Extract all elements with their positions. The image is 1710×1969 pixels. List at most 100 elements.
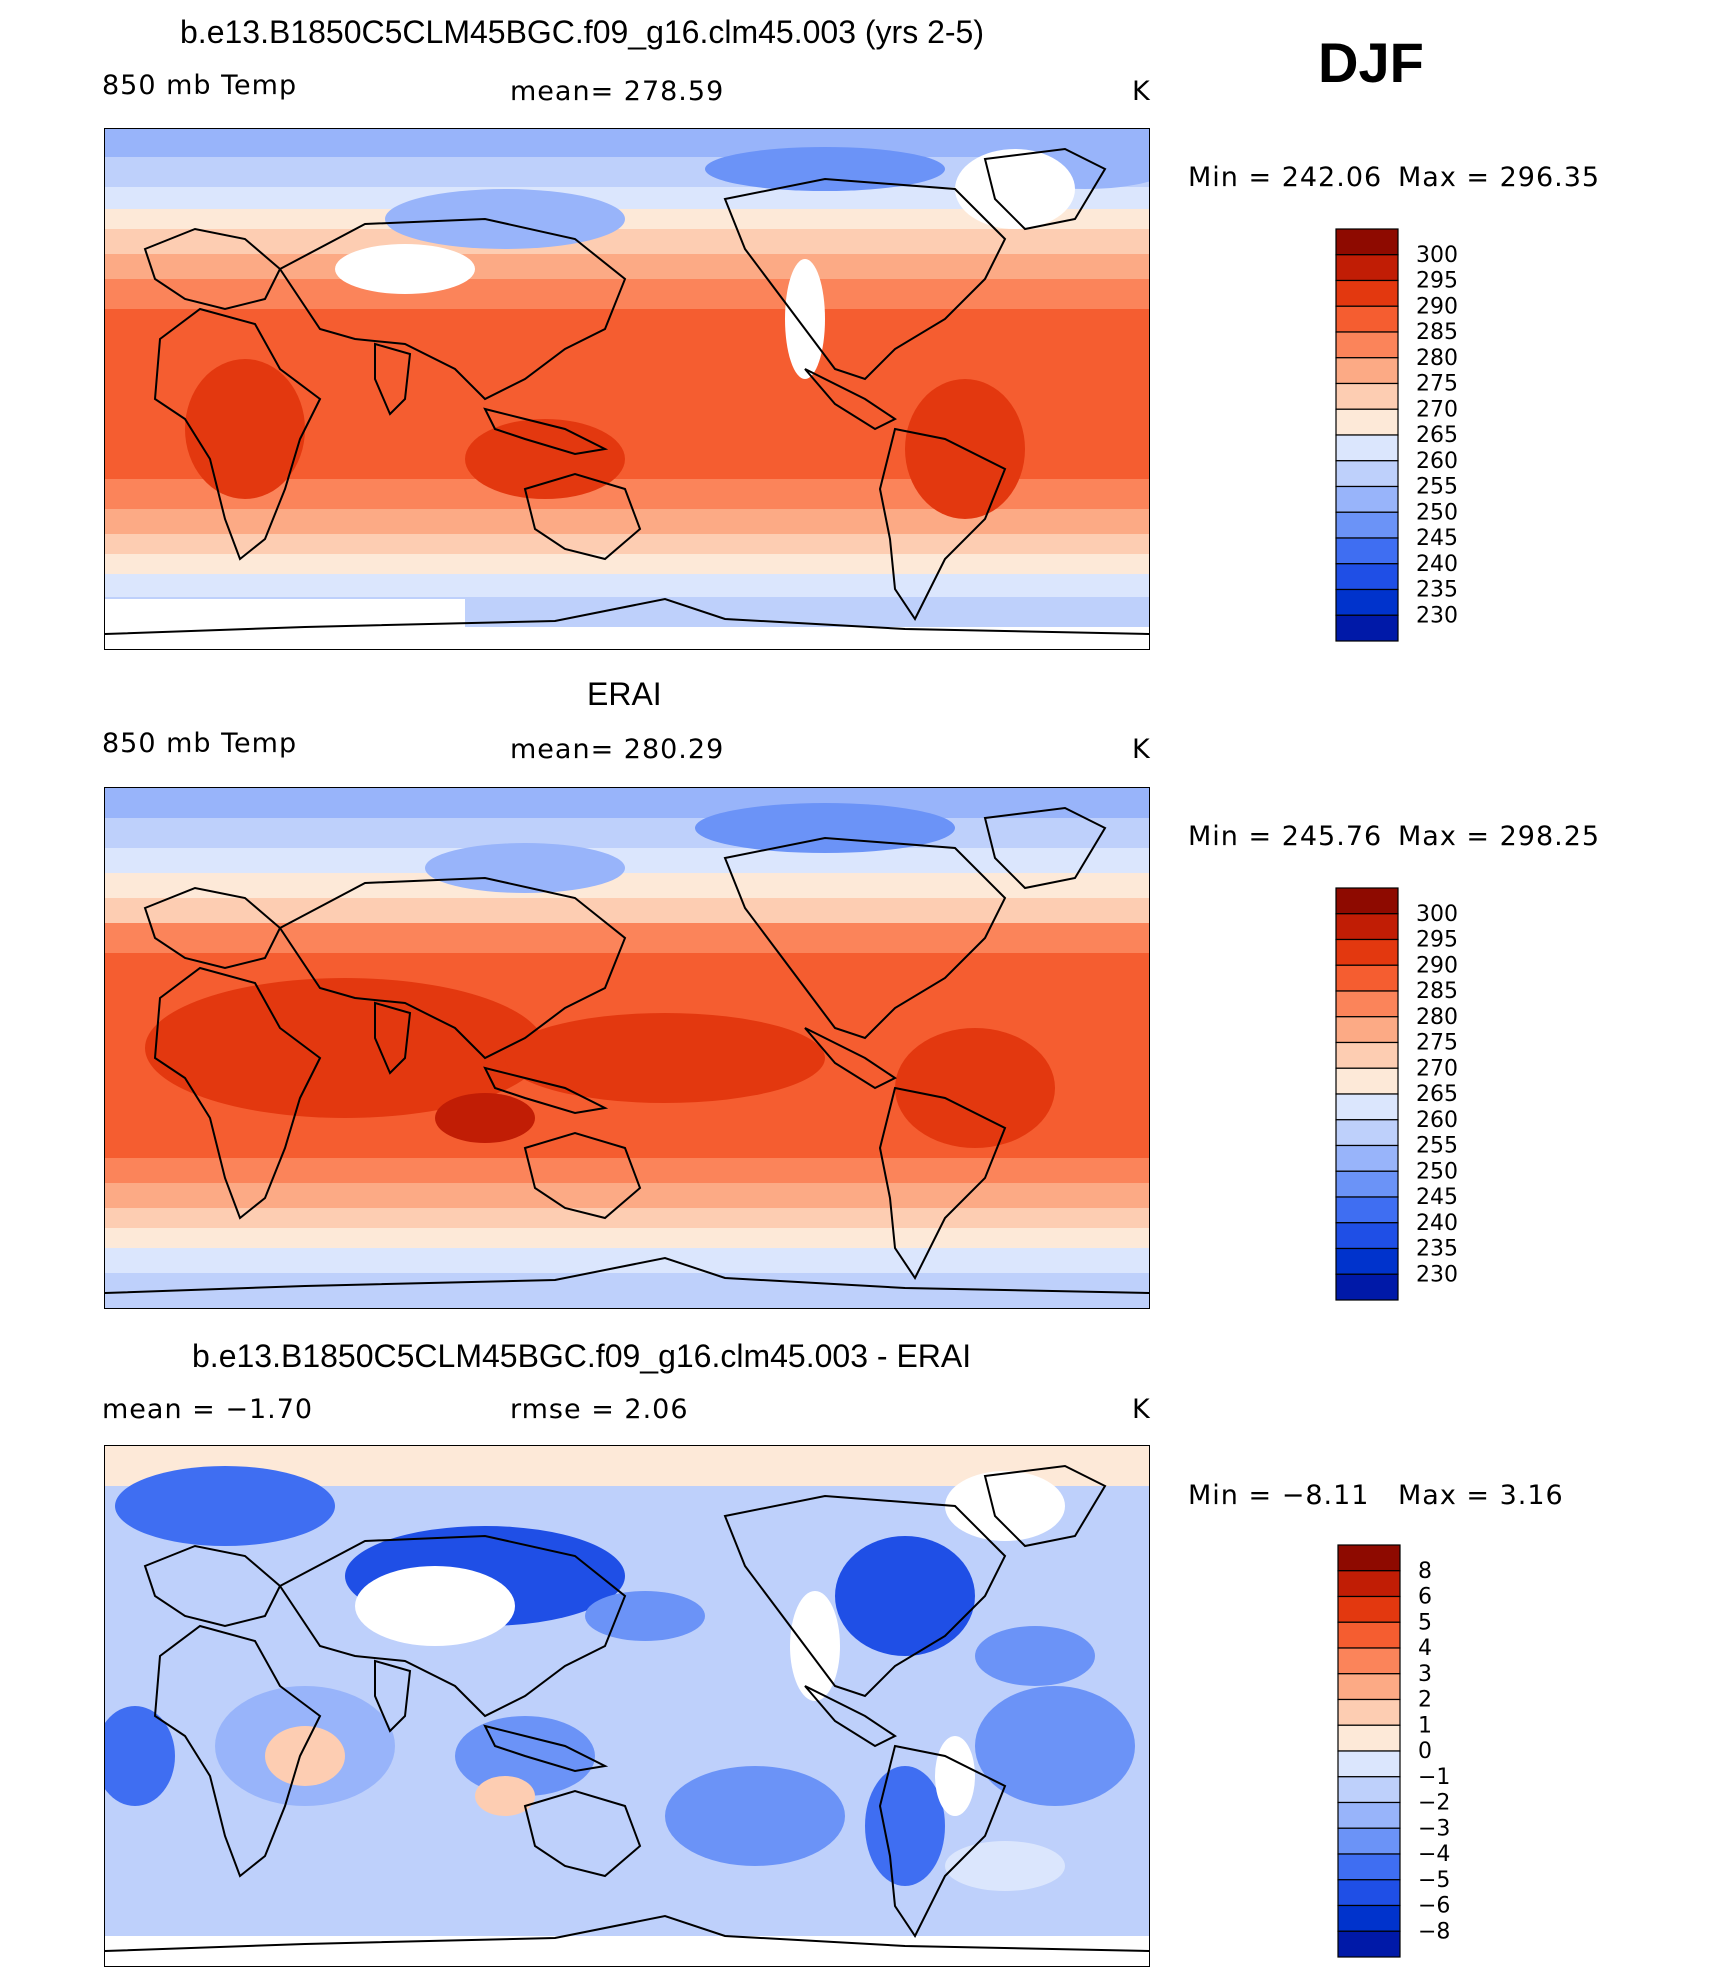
coastline [523,1789,642,1878]
colorbar-tick-label: 235 [1416,1237,1458,1262]
missing-data-region [790,1591,840,1701]
colorbar-tick-label: 240 [1416,552,1458,577]
colorbar-tick-label: 4 [1418,1636,1432,1661]
colorbar-tick-label: 290 [1416,953,1458,978]
contour-region [385,189,625,249]
coastline [153,966,322,1220]
colorbar-box [1337,1724,1401,1752]
colorbar-box [1335,588,1399,616]
colorbar-box [1335,913,1399,941]
colorbar-tick-label: 280 [1416,346,1458,371]
colorbar-box [1337,1776,1401,1804]
colorbar-tick-label: 250 [1416,1159,1458,1184]
colorbar-box [1337,1750,1401,1778]
coastline [483,407,609,456]
colorbar-tick-label: 280 [1416,1005,1458,1030]
contour-region [865,1766,945,1886]
coastline [105,1256,1149,1294]
contour-region [435,1093,535,1143]
contour-band [105,509,1149,534]
missing-data-region [935,1736,975,1816]
colorbar-tick-label: −3 [1418,1816,1450,1841]
colorbar-tick-label: 300 [1416,902,1458,927]
colorbar-tick-label: −4 [1418,1842,1450,1867]
coastline [804,1027,897,1090]
missing-data-region [335,244,475,294]
contour-region [895,1028,1055,1148]
obs-temperature-field [105,788,1149,1308]
colorbar-tick-label: 270 [1416,1056,1458,1081]
colorbar-box [1335,1119,1399,1147]
coastline [723,1494,1007,1698]
colorbar-box [1335,614,1399,642]
panel-obs-max: Max = 298.25 [1398,821,1601,852]
panel-obs-units: K [1132,734,1151,765]
contour-band [105,129,1149,157]
coastline [374,1001,412,1075]
contour-band [105,818,1149,848]
colorbar-tick-label: 250 [1416,500,1458,525]
coastline [983,147,1107,231]
contour-region [105,1706,175,1806]
panel-diff-title: b.e13.B1850C5CLM45BGC.f09_g16.clm45.003 … [192,1338,972,1374]
colorbar-box [1335,1016,1399,1044]
panel-obs-min: Min = 245.76 [1188,821,1383,852]
contour-region [705,147,945,191]
colorbar-box [1337,1801,1401,1829]
colorbar-tick-label: 5 [1418,1610,1432,1635]
contour-band [105,229,1149,254]
contour-region [145,978,545,1118]
panel-obs-title: ERAI [587,676,662,712]
panel-model-units: K [1132,76,1151,107]
contour-band [105,279,1149,309]
colorbar-box [1335,964,1399,992]
colorbar-tick-label: −5 [1418,1868,1450,1893]
colorbar-tick-label: 300 [1416,243,1458,268]
colorbar-box [1335,408,1399,436]
colorbar-tick-label: 260 [1416,449,1458,474]
colorbar-box [1337,1595,1401,1623]
missing-data-region [955,149,1075,229]
contour-band [105,923,1149,953]
contour-region [945,1841,1065,1891]
coastline [278,876,627,1060]
contour-region [505,1013,825,1103]
coastline [278,217,627,401]
colorbar-tick-label: 1 [1418,1713,1432,1738]
colorbar-box [1335,331,1399,359]
contour-band [105,554,1149,574]
contour-band [105,254,1149,279]
contour-region [265,1726,345,1786]
coastline [983,806,1107,890]
colorbar-box [1335,305,1399,333]
panel-diff-max: Max = 3.16 [1398,1480,1564,1511]
colorbar-box [1335,1093,1399,1121]
colorbar-tick-label: 265 [1416,1082,1458,1107]
coastline [374,1659,412,1733]
colorbar-box [1337,1904,1401,1932]
colorbar-tick-label: 255 [1416,475,1458,500]
colorbar-box [1337,1879,1401,1907]
coastline [878,427,1007,621]
coastline [483,1724,609,1773]
panel-model-min: Min = 242.06 [1188,162,1383,193]
colorbar-box [1337,1673,1401,1701]
season-label: DJF [1318,31,1424,94]
panel-model-map [104,128,1150,650]
colorbar-box [1335,460,1399,488]
panel-model-mean: mean= 278.59 [510,76,725,107]
coastline [105,597,1149,635]
coastline [878,1744,1007,1938]
panel-model-max: Max = 296.35 [1398,162,1601,193]
colorbar-box [1335,887,1399,915]
contour-region [835,1536,975,1656]
contour-band [105,898,1149,923]
coastline [153,307,322,561]
colorbar-box [1335,511,1399,539]
panel-model-title: b.e13.B1850C5CLM45BGC.f09_g16.clm45.003 … [180,14,984,50]
colorbar-box [1335,563,1399,591]
contour-region [695,803,955,853]
colorbar-tick-label: 2 [1418,1688,1432,1713]
panel-model-variable: 850 mb Temp [102,70,298,101]
colorbar-tick-label: 275 [1416,372,1458,397]
